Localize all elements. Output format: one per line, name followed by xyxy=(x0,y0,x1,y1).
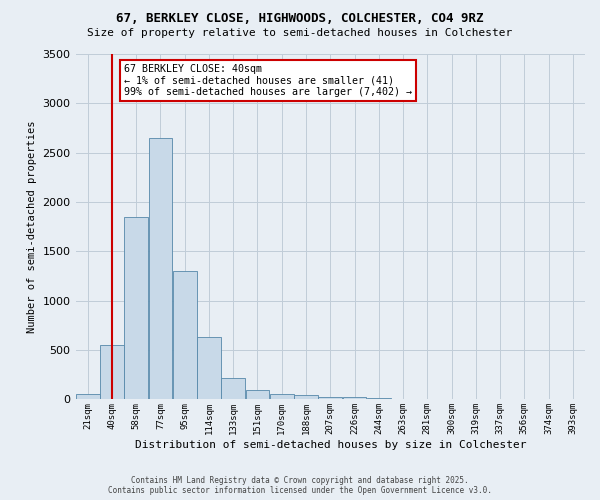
Bar xyxy=(245,390,269,400)
Bar xyxy=(270,394,293,400)
X-axis label: Distribution of semi-detached houses by size in Colchester: Distribution of semi-detached houses by … xyxy=(134,440,526,450)
Text: 67, BERKLEY CLOSE, HIGHWOODS, COLCHESTER, CO4 9RZ: 67, BERKLEY CLOSE, HIGHWOODS, COLCHESTER… xyxy=(116,12,484,26)
Bar xyxy=(173,271,197,400)
Bar xyxy=(124,217,148,400)
Text: Contains HM Land Registry data © Crown copyright and database right 2025.
Contai: Contains HM Land Registry data © Crown c… xyxy=(108,476,492,495)
Bar xyxy=(100,345,124,400)
Bar xyxy=(197,337,221,400)
Y-axis label: Number of semi-detached properties: Number of semi-detached properties xyxy=(27,120,37,333)
Bar xyxy=(149,138,172,400)
Bar xyxy=(294,396,318,400)
Bar xyxy=(319,397,342,400)
Text: 67 BERKLEY CLOSE: 40sqm
← 1% of semi-detached houses are smaller (41)
99% of sem: 67 BERKLEY CLOSE: 40sqm ← 1% of semi-det… xyxy=(124,64,412,97)
Bar xyxy=(221,378,245,400)
Text: Size of property relative to semi-detached houses in Colchester: Size of property relative to semi-detach… xyxy=(88,28,512,38)
Bar xyxy=(76,394,100,400)
Bar xyxy=(367,398,391,400)
Bar xyxy=(343,398,367,400)
